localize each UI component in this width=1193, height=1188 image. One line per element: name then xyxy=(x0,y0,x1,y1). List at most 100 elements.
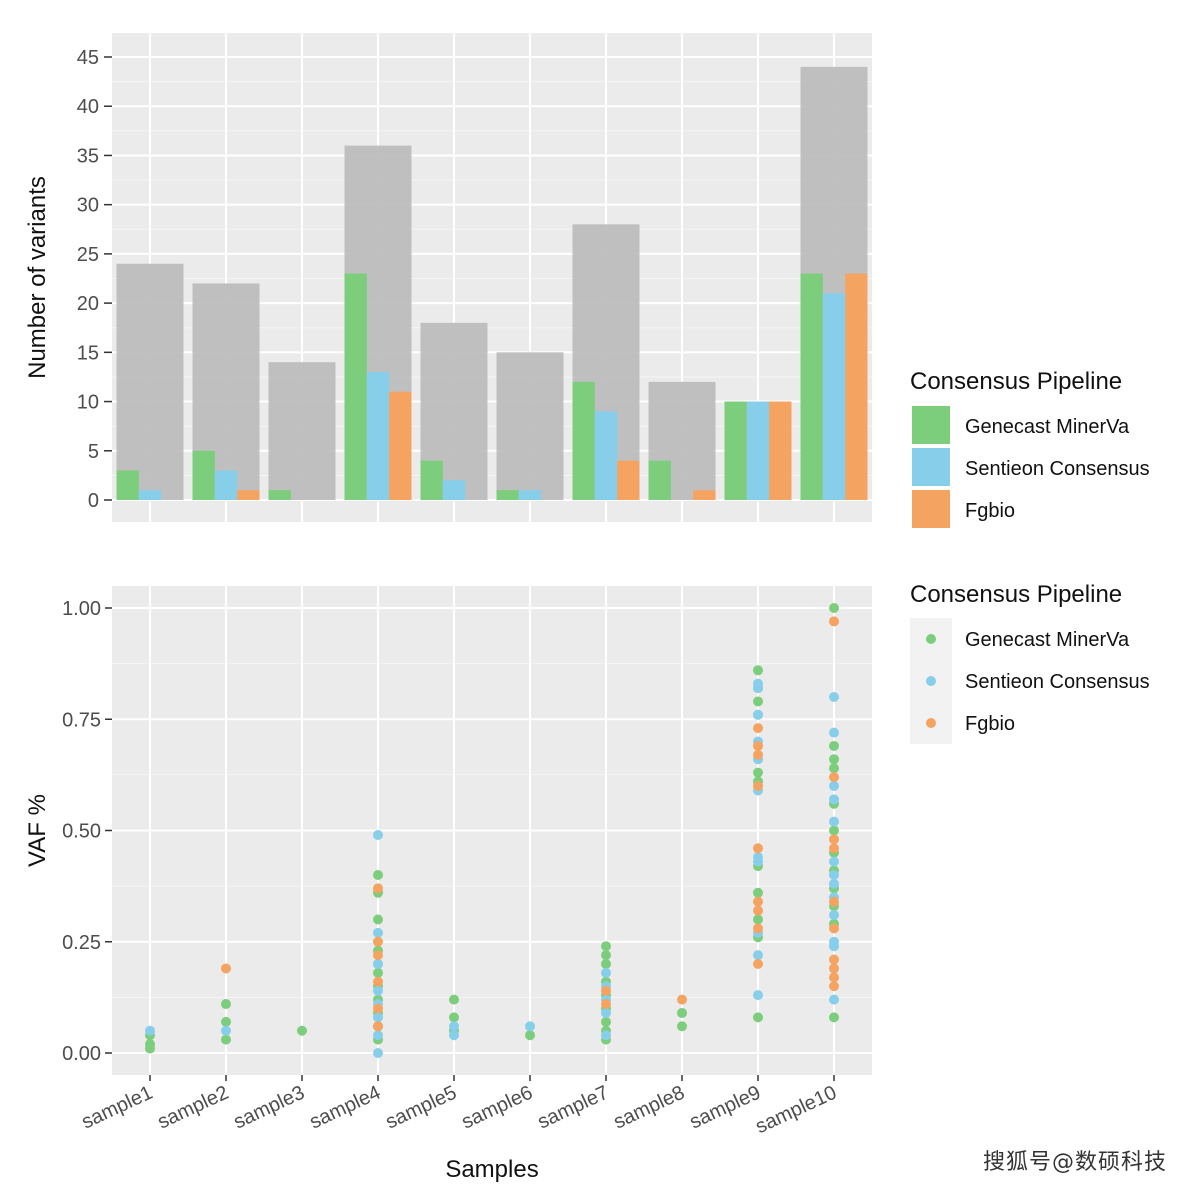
bar-chart-bars xyxy=(116,66,868,500)
bar-sample1-0 xyxy=(116,470,139,500)
bar-legend-title: Consensus Pipeline xyxy=(910,368,1122,395)
bar-legend-key-0 xyxy=(912,406,950,444)
scatter-point-1 xyxy=(829,816,839,827)
scatter-point-0 xyxy=(221,999,231,1010)
bar-sample10-0 xyxy=(800,273,823,500)
scatter-point-2 xyxy=(753,905,763,916)
scatter-point-2 xyxy=(829,954,839,965)
bar-y-tick-label: 10 xyxy=(77,392,99,414)
bar-legend-label-1: Sentieon Consensus xyxy=(965,458,1150,480)
scatter-point-2 xyxy=(373,883,383,894)
bar-sample2-0 xyxy=(192,450,215,500)
bar-sample5-1 xyxy=(442,480,466,500)
scatter-point-0 xyxy=(601,1016,611,1027)
scatter-x-tick-label: sample8 xyxy=(610,1082,688,1134)
bar-sample9-0 xyxy=(724,401,747,500)
scatter-point-0 xyxy=(601,941,611,952)
bar-y-tick-label: 15 xyxy=(77,342,99,364)
scatter-point-1 xyxy=(829,781,839,791)
scatter-point-2 xyxy=(829,843,839,854)
scatter-point-1 xyxy=(373,985,383,996)
scatter-point-0 xyxy=(753,665,763,676)
scatter-chart-panel: 0.000.250.500.751.00 sample1sample2sampl… xyxy=(24,586,872,1183)
scatter-point-1 xyxy=(373,959,383,969)
bar-sample2-1 xyxy=(214,470,238,500)
bar-y-tick-label: 45 xyxy=(77,47,99,69)
scatter-point-1 xyxy=(829,794,839,805)
scatter-legend-key-0 xyxy=(926,634,936,644)
bar-y-tick-label: 40 xyxy=(77,96,99,118)
scatter-x-tick-label: sample5 xyxy=(382,1082,460,1134)
scatter-y-tick-label: 0.75 xyxy=(62,709,101,731)
bar-total-sample1 xyxy=(116,263,184,500)
bar-y-tick-label: 30 xyxy=(77,195,99,217)
scatter-point-2 xyxy=(829,981,839,992)
scatter-point-1 xyxy=(601,1030,611,1041)
scatter-legend-title: Consensus Pipeline xyxy=(910,581,1122,608)
scatter-x-ticks: sample1sample2sample3sample4sample5sampl… xyxy=(78,1075,840,1138)
scatter-point-0 xyxy=(221,1016,231,1027)
scatter-point-2 xyxy=(829,972,839,983)
scatter-point-2 xyxy=(373,936,383,947)
scatter-point-1 xyxy=(753,852,763,863)
watermark: 搜狐号@数硕科技 xyxy=(982,1150,1167,1175)
scatter-point-2 xyxy=(753,896,763,907)
scatter-x-tick-label: sample4 xyxy=(306,1082,384,1134)
scatter-point-1 xyxy=(829,878,839,889)
scatter-point-1 xyxy=(525,1021,535,1032)
scatter-legend-label-0: Genecast MinerVa xyxy=(965,629,1130,651)
bar-chart-y-ticks: 0 5 10 15 20 25 30 35 40 45 xyxy=(77,47,112,512)
bar-sample9-1 xyxy=(746,401,770,500)
scatter-point-2 xyxy=(829,772,839,783)
scatter-point-0 xyxy=(221,1034,231,1045)
bar-y-tick-label: 5 xyxy=(88,441,99,463)
scatter-point-0 xyxy=(829,1012,839,1023)
bar-y-tick-label: 20 xyxy=(77,293,99,315)
scatter-point-2 xyxy=(829,923,839,934)
bar-y-tick-label: 25 xyxy=(77,244,99,266)
scatter-point-1 xyxy=(753,950,763,961)
scatter-point-1 xyxy=(373,1048,383,1058)
bar-total-sample6 xyxy=(496,352,564,500)
scatter-point-1 xyxy=(145,1025,155,1036)
bar-legend-label-2: Fgbio xyxy=(965,500,1015,522)
bar-legend-key-1 xyxy=(912,448,950,486)
bar-sample7-0 xyxy=(572,381,595,500)
bar-total-sample3 xyxy=(268,362,336,500)
bar-sample2-2 xyxy=(237,490,260,500)
bar-sample10-2 xyxy=(845,273,868,500)
scatter-point-2 xyxy=(373,976,383,987)
scatter-legend-label-2: Fgbio xyxy=(965,713,1015,735)
scatter-point-1 xyxy=(373,927,383,938)
scatter-point-0 xyxy=(753,1012,763,1023)
scatter-legend-label-1: Sentieon Consensus xyxy=(965,671,1150,693)
scatter-point-1 xyxy=(601,967,611,978)
scatter-point-0 xyxy=(829,763,839,774)
scatter-point-0 xyxy=(601,959,611,969)
scatter-point-2 xyxy=(753,781,763,791)
bar-sample3-0 xyxy=(268,490,291,500)
scatter-point-2 xyxy=(221,963,231,974)
scatter-point-1 xyxy=(829,994,839,1005)
scatter-point-1 xyxy=(753,990,763,1001)
scatter-point-2 xyxy=(601,999,611,1010)
bar-legend-key-2 xyxy=(912,490,950,528)
scatter-point-2 xyxy=(373,1021,383,1032)
scatter-y-tick-label: 0.50 xyxy=(62,821,101,843)
scatter-point-2 xyxy=(753,749,763,760)
scatter-point-1 xyxy=(601,1007,611,1018)
scatter-x-tick-label: sample6 xyxy=(458,1082,536,1134)
scatter-x-axis-title: Samples xyxy=(445,1156,538,1183)
scatter-point-0 xyxy=(525,1030,535,1041)
scatter-point-0 xyxy=(373,914,383,925)
bar-sample6-0 xyxy=(496,490,519,500)
bar-sample4-0 xyxy=(344,273,367,500)
scatter-y-tick-label: 0.00 xyxy=(62,1043,101,1065)
scatter-point-0 xyxy=(449,994,459,1005)
scatter-point-0 xyxy=(145,1039,155,1050)
bar-legend-label-0: Genecast MinerVa xyxy=(965,416,1130,438)
scatter-point-1 xyxy=(373,1012,383,1023)
bar-sample4-2 xyxy=(389,391,412,500)
scatter-x-tick-label: sample1 xyxy=(78,1082,156,1134)
